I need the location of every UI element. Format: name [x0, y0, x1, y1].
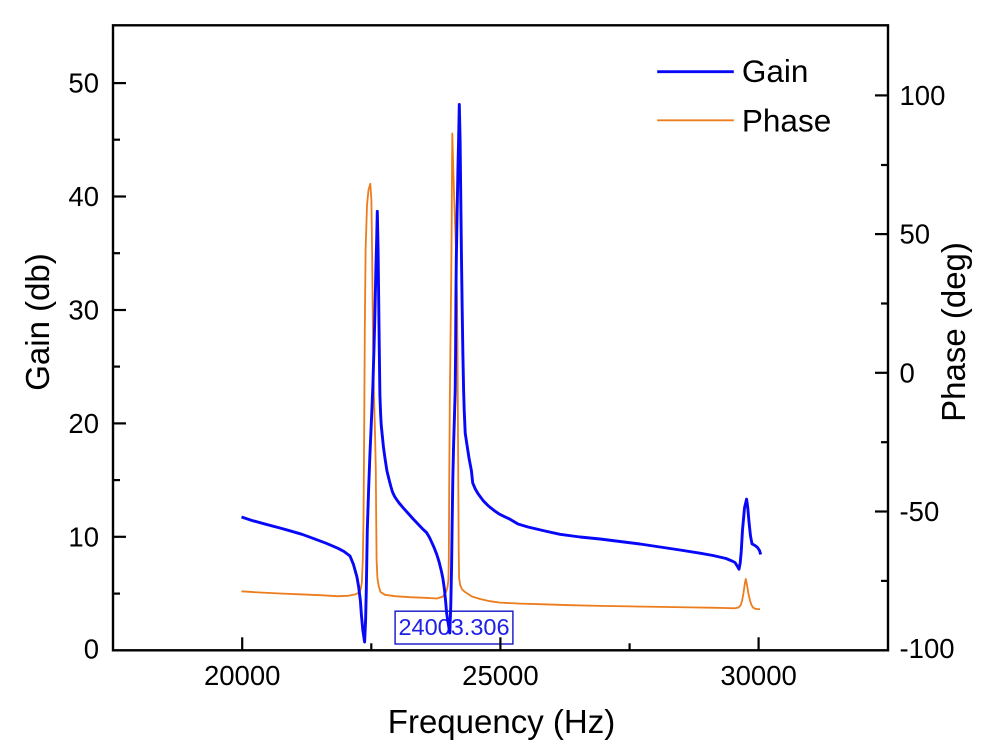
- svg-text:30000: 30000: [720, 660, 796, 691]
- svg-text:20000: 20000: [204, 660, 280, 691]
- svg-text:25000: 25000: [462, 660, 538, 691]
- svg-text:Gain (db): Gain (db): [19, 253, 56, 391]
- svg-text:100: 100: [900, 80, 946, 111]
- svg-text:10: 10: [68, 521, 99, 552]
- svg-text:Gain: Gain: [742, 53, 809, 89]
- svg-text:Phase (deg): Phase (deg): [935, 242, 972, 422]
- svg-text:0: 0: [900, 357, 915, 388]
- svg-text:Frequency (Hz): Frequency (Hz): [388, 703, 615, 740]
- svg-text:24003.306: 24003.306: [398, 614, 509, 640]
- svg-text:20: 20: [68, 408, 99, 439]
- svg-text:40: 40: [68, 181, 99, 212]
- svg-text:0: 0: [84, 633, 99, 664]
- svg-text:-50: -50: [900, 496, 940, 527]
- svg-text:50: 50: [900, 219, 931, 250]
- svg-text:Phase: Phase: [742, 103, 831, 139]
- svg-text:30: 30: [68, 295, 99, 326]
- svg-text:50: 50: [68, 68, 99, 99]
- svg-text:-100: -100: [900, 633, 955, 664]
